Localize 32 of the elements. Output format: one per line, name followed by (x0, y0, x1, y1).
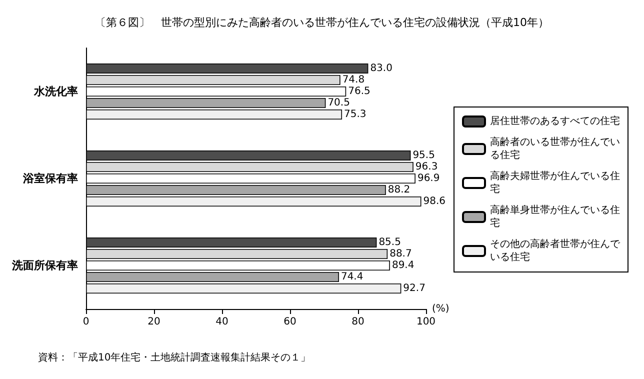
data-label: 74.8 (342, 74, 365, 86)
x-tick-label: 100 (416, 316, 436, 328)
y-tick-label: 水洗化率 (33, 85, 78, 98)
x-axis-title: (%) (432, 304, 450, 314)
legend-label: 居住世帯のあるすべての住宅 (490, 115, 620, 127)
x-tick-label: 60 (284, 316, 296, 328)
data-label: 96.9 (417, 173, 440, 184)
y-tick-label: 浴室保有率 (22, 172, 78, 185)
x-tick-label: 40 (216, 316, 228, 328)
data-label: 92.7 (403, 283, 426, 294)
x-tick-label: 20 (148, 316, 160, 328)
data-label: 74.4 (340, 272, 364, 282)
legend-label: その他の高齢者世帯が住んでいる住宅 (490, 238, 621, 263)
data-label: 70.5 (328, 98, 350, 108)
data-label: 83.0 (370, 63, 392, 74)
data-label: 88.2 (388, 184, 410, 196)
chart-title: 〔第６図〕 世帯の型別にみた高齢者のいる世帯が住んでいる住宅の設備状況（平成10年） (95, 16, 549, 29)
y-tick-label: 洗面所保有率 (11, 259, 78, 272)
x-tick-label: 80 (352, 316, 364, 328)
data-label: 75.3 (344, 109, 366, 120)
data-label: 76.5 (348, 86, 370, 97)
data-label: 95.5 (412, 150, 435, 161)
x-tick-label: 0 (82, 316, 90, 328)
data-label: 96.3 (415, 162, 438, 172)
text: 資料：「平成10年住宅・土地統計調査速報集計結果その１」 (38, 352, 311, 364)
legend-label: 高齢者のいる世帯が住んでいる住宅 (490, 136, 620, 161)
data-label: 89.4 (392, 260, 414, 271)
legend-label: 高齢単身世帯が住んでいる住宅 (490, 204, 620, 229)
data-label: 98.6 (423, 196, 446, 207)
data-label: 85.5 (378, 237, 401, 248)
data-label: 88.7 (390, 248, 412, 260)
legend-label: 高齢夫婦世帯が住んでいる住宅 (490, 170, 620, 195)
